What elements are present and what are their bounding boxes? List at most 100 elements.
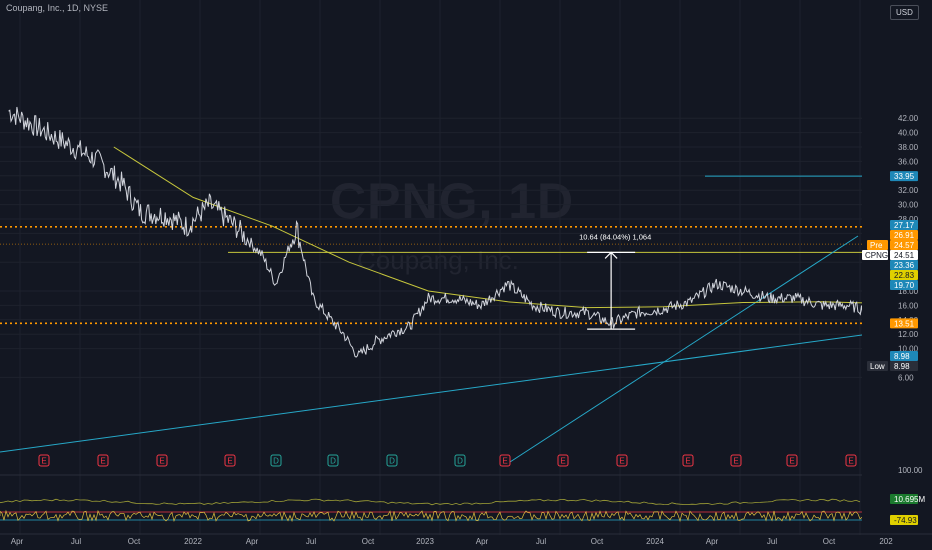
- horizontal-levels: [0, 175, 862, 325]
- event-box: [616, 454, 628, 467]
- time-tick-label: Jul: [767, 537, 777, 546]
- price-tag[interactable]: 10.695M: [890, 494, 925, 504]
- time-tick-label: 202: [879, 537, 893, 546]
- dividend-event-icon[interactable]: D: [270, 454, 282, 467]
- price-tag-bg: [890, 249, 918, 260]
- trendlines: [0, 235, 863, 463]
- price-tag-prefix: Low: [870, 362, 885, 371]
- price-tick-label: 40.00: [898, 129, 919, 138]
- price-tag-bg: [890, 360, 918, 371]
- price-tag[interactable]: 22.83: [890, 269, 918, 280]
- earnings-event-icon[interactable]: E: [845, 454, 857, 467]
- long-trendline: [0, 334, 863, 453]
- price-tag-bg: [890, 229, 918, 240]
- event-box: [156, 454, 168, 467]
- event-letter: E: [733, 457, 738, 466]
- volume-ma-line: [0, 498, 861, 506]
- earnings-event-icon[interactable]: E: [224, 454, 236, 467]
- event-letter: D: [457, 457, 463, 466]
- price-tag[interactable]: 19.70: [890, 279, 918, 290]
- price-tick-label: 12.00: [898, 330, 919, 339]
- price-line: [8, 106, 932, 358]
- price-tick-label: 38.00: [898, 143, 919, 152]
- price-tag-text: 23.36: [894, 261, 915, 270]
- price-tag-text: 8.98: [894, 362, 910, 371]
- earnings-event-icon[interactable]: E: [616, 454, 628, 467]
- time-tick-label: Oct: [362, 537, 375, 546]
- price-tag-prefix: Pre: [870, 241, 883, 250]
- earnings-event-icon[interactable]: E: [557, 454, 569, 467]
- price-tag[interactable]: 26.91: [890, 229, 918, 240]
- event-box: [845, 454, 857, 467]
- event-letter: D: [330, 457, 336, 466]
- time-tick-label: Apr: [246, 537, 259, 546]
- price-tick-label: 32.00: [898, 186, 919, 195]
- measure-label: 10.64 (84.04%) 1,064: [579, 232, 651, 241]
- price-tag[interactable]: 33.95: [890, 171, 918, 182]
- indicator-pane: [0, 474, 863, 523]
- price-tag[interactable]: 24.57 Pre: [867, 239, 918, 250]
- chart-grid: [0, 0, 862, 535]
- price-tag-bg: [890, 219, 918, 230]
- earnings-event-icon[interactable]: E: [499, 454, 511, 467]
- event-letter: D: [389, 457, 395, 466]
- event-letter: E: [789, 457, 794, 466]
- price-tag-text: 24.51: [894, 251, 915, 260]
- price-tag[interactable]: -74.93: [890, 515, 918, 525]
- price-tag-text: 33.95: [894, 172, 915, 181]
- price-tag[interactable]: 13.51: [890, 318, 918, 329]
- price-tag-text: -74.93: [894, 516, 917, 525]
- price-tag-bg: [890, 318, 918, 329]
- earnings-event-icon[interactable]: E: [682, 454, 694, 467]
- event-letter: E: [502, 457, 507, 466]
- price-tick-label: 30.00: [898, 201, 919, 210]
- time-tick-label: 2022: [184, 537, 202, 546]
- price-tick-label: 36.00: [898, 157, 919, 166]
- event-box: [386, 454, 398, 467]
- event-letter: D: [273, 457, 279, 466]
- price-tag[interactable]: 8.98: [890, 350, 918, 361]
- time-tick-label: Oct: [591, 537, 604, 546]
- dividend-event-icon[interactable]: D: [386, 454, 398, 467]
- earnings-event-icon[interactable]: E: [97, 454, 109, 467]
- event-box: [97, 454, 109, 467]
- time-tick-label: Apr: [706, 537, 719, 546]
- time-tick-label: Apr: [11, 537, 24, 546]
- earnings-event-icon[interactable]: E: [38, 454, 50, 467]
- event-box: [682, 454, 694, 467]
- earnings-event-icon[interactable]: E: [786, 454, 798, 467]
- price-tag[interactable]: 27.17: [890, 219, 918, 230]
- price-tag[interactable]: 23.36: [890, 259, 918, 270]
- price-tag[interactable]: 8.98 Low: [867, 360, 918, 371]
- price-tick-label: 10.00: [898, 345, 919, 354]
- price-tag[interactable]: 24.51 CPNG: [862, 249, 918, 260]
- moving-average: [113, 146, 932, 309]
- price-tag-bg: [890, 239, 918, 250]
- price-tag-text: 8.98: [894, 352, 910, 361]
- earnings-event-icon[interactable]: E: [156, 454, 168, 467]
- earnings-event-icon[interactable]: E: [730, 454, 742, 467]
- event-letter: E: [41, 457, 46, 466]
- price-tag-text: 19.70: [894, 281, 915, 290]
- currency-button[interactable]: USD: [890, 5, 919, 20]
- time-tick-label: Jul: [71, 537, 81, 546]
- steep-trendline: [509, 235, 859, 463]
- price-tag-bg: [890, 171, 918, 182]
- price-tag-text: 27.17: [894, 221, 915, 230]
- time-tick-label: Oct: [128, 537, 141, 546]
- event-letter: E: [159, 457, 164, 466]
- dividend-event-icon[interactable]: D: [454, 454, 466, 467]
- event-letter: E: [619, 457, 624, 466]
- dividend-event-icon[interactable]: D: [327, 454, 339, 467]
- time-tick-label: 2023: [416, 537, 434, 546]
- price-tag-prefix-bg: [867, 360, 888, 371]
- event-box: [730, 454, 742, 467]
- price-tag-text: 13.51: [894, 319, 915, 328]
- event-markers: EEEEDDDDEEEEEEEE: [38, 454, 898, 467]
- price-tag-bg: [890, 269, 918, 280]
- symbol-header[interactable]: Coupang, Inc., 1D, NYSE: [6, 3, 109, 13]
- price-tag-prefix-bg: [867, 239, 888, 250]
- time-tick-label: Jul: [536, 537, 546, 546]
